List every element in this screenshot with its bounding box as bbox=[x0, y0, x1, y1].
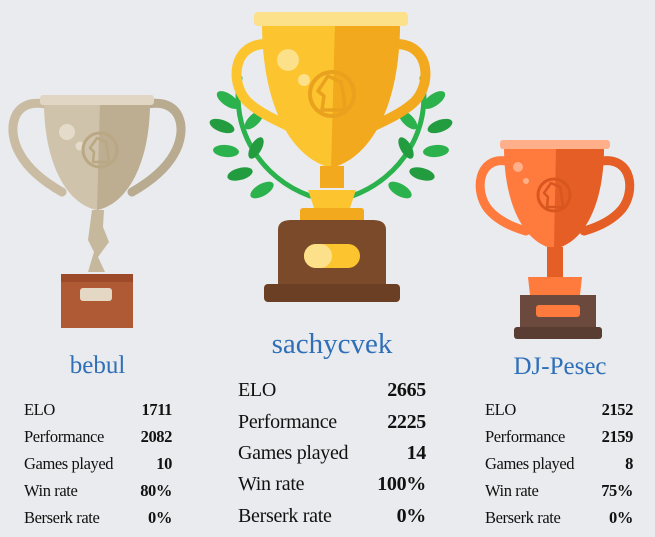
stat-value: 2082 bbox=[140, 426, 173, 446]
stat-row-elo: ELO 2152 bbox=[485, 396, 633, 423]
stat-label: Games played bbox=[238, 441, 349, 464]
stat-value: 0% bbox=[148, 508, 172, 528]
stat-row-berserk-rate: Berserk rate 0% bbox=[238, 501, 426, 532]
stat-value: 100% bbox=[377, 473, 426, 496]
stat-label: Berserk rate bbox=[24, 508, 100, 528]
stat-value: 2152 bbox=[601, 399, 634, 419]
stat-label: Win rate bbox=[24, 481, 78, 501]
player-name-link[interactable]: sachycvek bbox=[271, 328, 393, 360]
stat-row-elo: ELO 1711 bbox=[24, 396, 172, 423]
stat-label: Performance bbox=[24, 426, 104, 446]
stat-value: 2159 bbox=[601, 426, 634, 446]
stat-label: Performance bbox=[485, 426, 565, 446]
player-name-link[interactable]: bebul bbox=[69, 352, 126, 379]
stat-value: 14 bbox=[406, 441, 427, 464]
stat-value: 2225 bbox=[387, 410, 426, 433]
stat-label: Games played bbox=[485, 453, 575, 473]
stat-row-performance: Performance 2082 bbox=[24, 423, 172, 450]
stat-value: 0% bbox=[396, 504, 427, 527]
stat-row-berserk-rate: Berserk rate 0% bbox=[24, 505, 172, 532]
stat-value: 80% bbox=[140, 481, 172, 501]
stat-value: 10 bbox=[156, 453, 172, 473]
stat-label: Berserk rate bbox=[485, 508, 561, 528]
stat-value: 8 bbox=[625, 453, 633, 473]
stat-label: ELO bbox=[24, 399, 55, 419]
stat-row-performance: Performance 2159 bbox=[485, 423, 633, 450]
stat-value: 75% bbox=[601, 481, 633, 501]
stat-row-berserk-rate: Berserk rate 0% bbox=[485, 505, 633, 532]
stat-row-games-played: Games played 14 bbox=[238, 438, 426, 469]
stat-label: Berserk rate bbox=[238, 504, 332, 527]
silver-trophy-icon bbox=[8, 95, 186, 328]
stat-value: 2665 bbox=[387, 379, 426, 402]
stat-label: Performance bbox=[238, 410, 337, 433]
stat-row-win-rate: Win rate 75% bbox=[485, 478, 633, 505]
stat-value: 1711 bbox=[141, 399, 173, 419]
bronze-trophy-icon bbox=[475, 140, 635, 339]
stat-label: Win rate bbox=[485, 481, 539, 501]
stat-row-elo: ELO 2665 bbox=[238, 375, 426, 406]
stat-row-performance: Performance 2225 bbox=[238, 406, 426, 437]
player-stats-table: ELO 2152 Performance 2159 Games played 8 Wi… bbox=[485, 396, 633, 532]
stat-row-games-played: Games played 8 bbox=[485, 450, 633, 477]
gold-trophy-icon bbox=[209, 12, 453, 302]
stat-value: 0% bbox=[609, 508, 633, 528]
player-name-link[interactable]: DJ-Pesec bbox=[513, 353, 607, 380]
player-stats-table: ELO 2665 Performance 2225 Games played 14 W… bbox=[238, 375, 426, 532]
stat-row-games-played: Games played 10 bbox=[24, 450, 172, 477]
stat-label: ELO bbox=[238, 379, 276, 402]
player-stats-table: ELO 1711 Performance 2082 Games played 10 W… bbox=[24, 396, 172, 532]
stat-row-win-rate: Win rate 80% bbox=[24, 478, 172, 505]
stat-label: Games played bbox=[24, 453, 114, 473]
stat-row-win-rate: Win rate 100% bbox=[238, 469, 426, 500]
stat-label: ELO bbox=[485, 399, 516, 419]
stat-label: Win rate bbox=[238, 473, 305, 496]
